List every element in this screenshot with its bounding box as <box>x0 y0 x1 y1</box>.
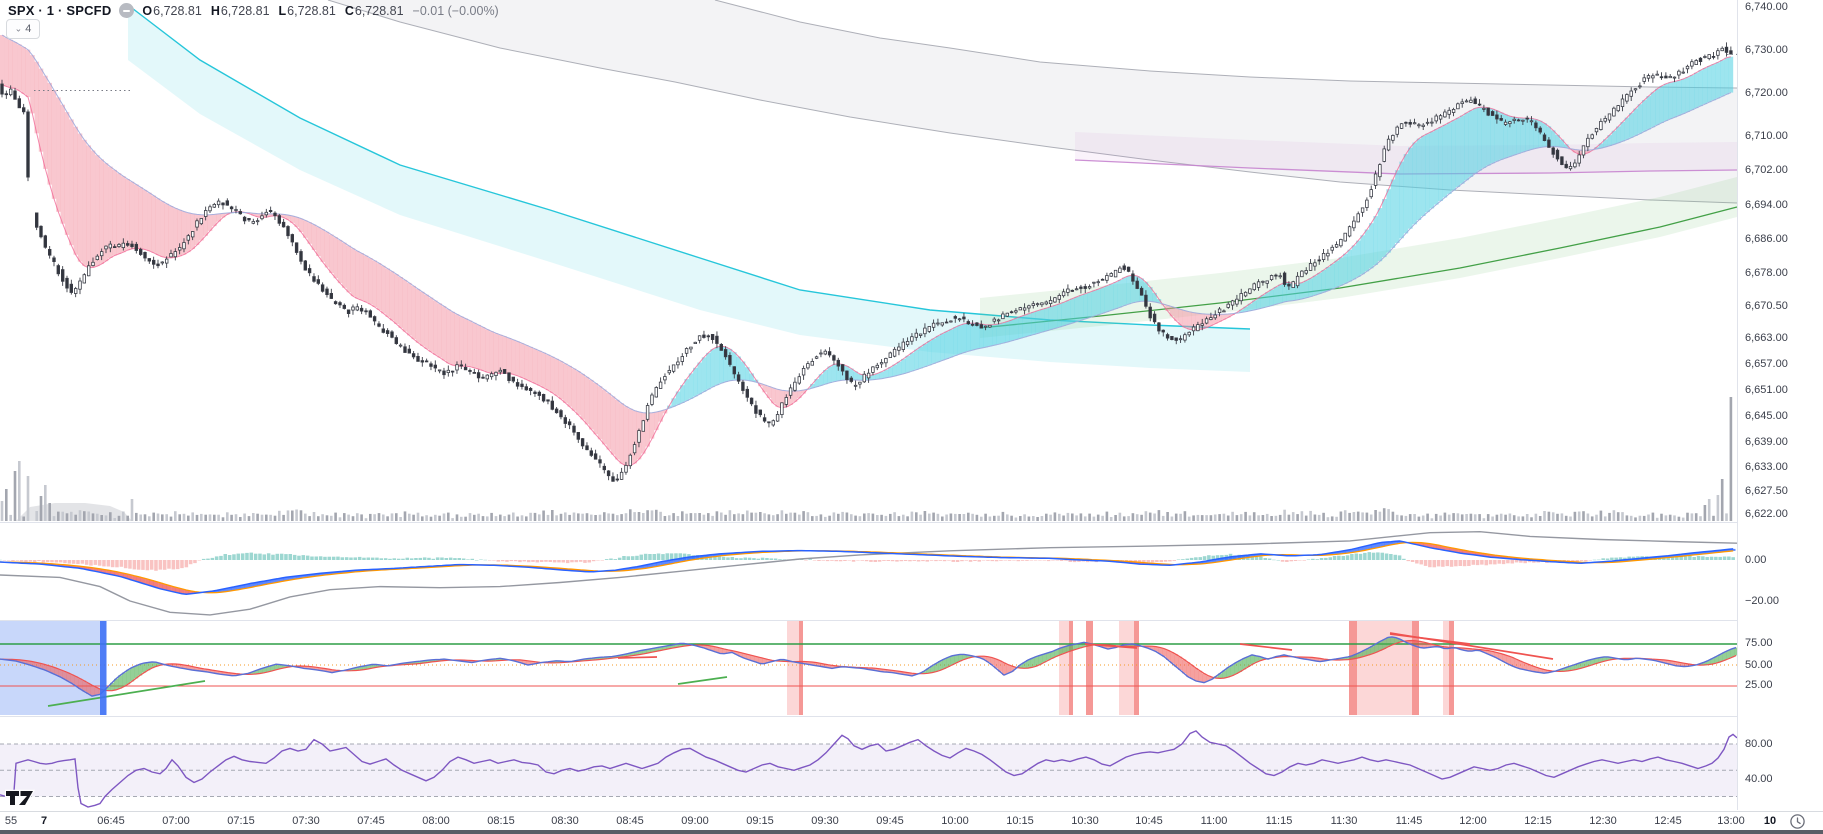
hide-series-icon[interactable] <box>119 3 135 18</box>
time-axis-label: 09:30 <box>811 815 839 827</box>
price-axis-label: 40.00 <box>1745 773 1773 785</box>
price-axis-label: 6,639.00 <box>1745 436 1788 448</box>
time-axis-label: 12:15 <box>1524 815 1552 827</box>
price-axis-label: 6,694.00 <box>1745 199 1788 211</box>
low-value: 6,728.81 <box>287 3 336 18</box>
price-axis-label: 6,740.00 <box>1745 1 1788 13</box>
time-axis-label: 11:15 <box>1265 815 1293 827</box>
symbol-title[interactable]: SPX · 1 · SPCFD <box>8 3 112 18</box>
time-axis-label: 09:00 <box>681 815 709 827</box>
time-axis-label: 12:30 <box>1589 815 1617 827</box>
indicators-count: 4 <box>25 23 32 35</box>
high-value: 6,728.81 <box>220 3 270 18</box>
tradingview-logo[interactable] <box>5 788 35 808</box>
price-axis-label: 6,645.00 <box>1745 410 1788 422</box>
low-label: L <box>278 3 287 18</box>
high-label: H <box>210 3 220 18</box>
open-label: O <box>142 3 153 18</box>
close-label: C <box>344 3 354 18</box>
time-axis-label: 10:15 <box>1006 815 1034 827</box>
time-axis-label: 7 <box>40 815 48 827</box>
time-axis-label: 10 <box>1763 815 1777 827</box>
chevron-down-icon: ⌄ <box>14 23 23 33</box>
time-axis-label: 06:45 <box>97 815 125 827</box>
time-axis-label: 13:00 <box>1717 815 1745 827</box>
time-axis-label: 08:15 <box>487 815 515 827</box>
price-axis-label: 25.00 <box>1745 679 1773 691</box>
time-axis-label: 10:45 <box>1135 815 1163 827</box>
price-axis-label: 6,651.00 <box>1745 384 1788 396</box>
price-axis-label: 6,678.00 <box>1745 267 1788 279</box>
window-bottom-edge <box>0 830 1823 834</box>
time-axis-label: 10:00 <box>941 815 969 827</box>
time-axis-label: 11:30 <box>1330 815 1358 827</box>
price-axis-label: 75.00 <box>1745 637 1773 649</box>
price-axis-label: 6,633.00 <box>1745 461 1788 473</box>
price-axis-label: 0.00 <box>1745 554 1767 566</box>
time-axis-label: 08:30 <box>551 815 579 827</box>
price-axis-label: 6,622.00 <box>1745 508 1788 520</box>
time-axis-label: 07:45 <box>357 815 385 827</box>
price-axis-label: 80.00 <box>1745 738 1773 750</box>
price-axis-label: 6,686.00 <box>1745 233 1788 245</box>
time-axis[interactable] <box>0 811 1823 831</box>
indicators-collapse-button[interactable]: ⌄ 4 <box>6 19 40 39</box>
time-axis-label: 09:15 <box>746 815 774 827</box>
time-axis-label: 10:30 <box>1071 815 1099 827</box>
symbol-legend: SPX · 1 · SPCFD O6,728.81 H6,728.81 L6,7… <box>8 3 499 18</box>
time-axis-label: 12:00 <box>1459 815 1487 827</box>
time-axis-label: 08:45 <box>616 815 644 827</box>
time-axis-label: 12:45 <box>1654 815 1682 827</box>
clock-icon[interactable] <box>1789 813 1806 830</box>
price-axis-label: 50.00 <box>1745 659 1773 671</box>
price-axis-label: 6,657.00 <box>1745 358 1788 370</box>
price-axis-label: 6,702.00 <box>1745 164 1788 176</box>
close-value: 6,728.81 <box>354 3 404 18</box>
time-axis-label: 55 <box>4 815 18 827</box>
time-axis-label: 07:30 <box>292 815 320 827</box>
price-axis-label: −20.00 <box>1745 595 1779 607</box>
ohlc-values: O6,728.81 H6,728.81 L6,728.81 C6,728.81 … <box>142 4 498 18</box>
price-axis-label: 6,663.00 <box>1745 332 1788 344</box>
price-axis-label: 6,627.50 <box>1745 485 1788 497</box>
time-axis-label: 11:00 <box>1200 815 1228 827</box>
time-axis-label: 07:15 <box>227 815 255 827</box>
price-axis-label: 6,670.50 <box>1745 300 1788 312</box>
price-axis-label: 6,720.00 <box>1745 87 1788 99</box>
price-axis-label: 6,730.00 <box>1745 44 1788 56</box>
open-value: 6,728.81 <box>153 3 202 18</box>
price-axis[interactable] <box>1737 0 1823 810</box>
time-axis-label: 09:45 <box>876 815 904 827</box>
time-axis-label: 07:00 <box>162 815 190 827</box>
time-axis-label: 11:45 <box>1395 815 1423 827</box>
price-axis-label: 6,710.00 <box>1745 130 1788 142</box>
time-axis-label: 08:00 <box>422 815 450 827</box>
change-value: −0.01 (−0.00%) <box>412 3 499 18</box>
